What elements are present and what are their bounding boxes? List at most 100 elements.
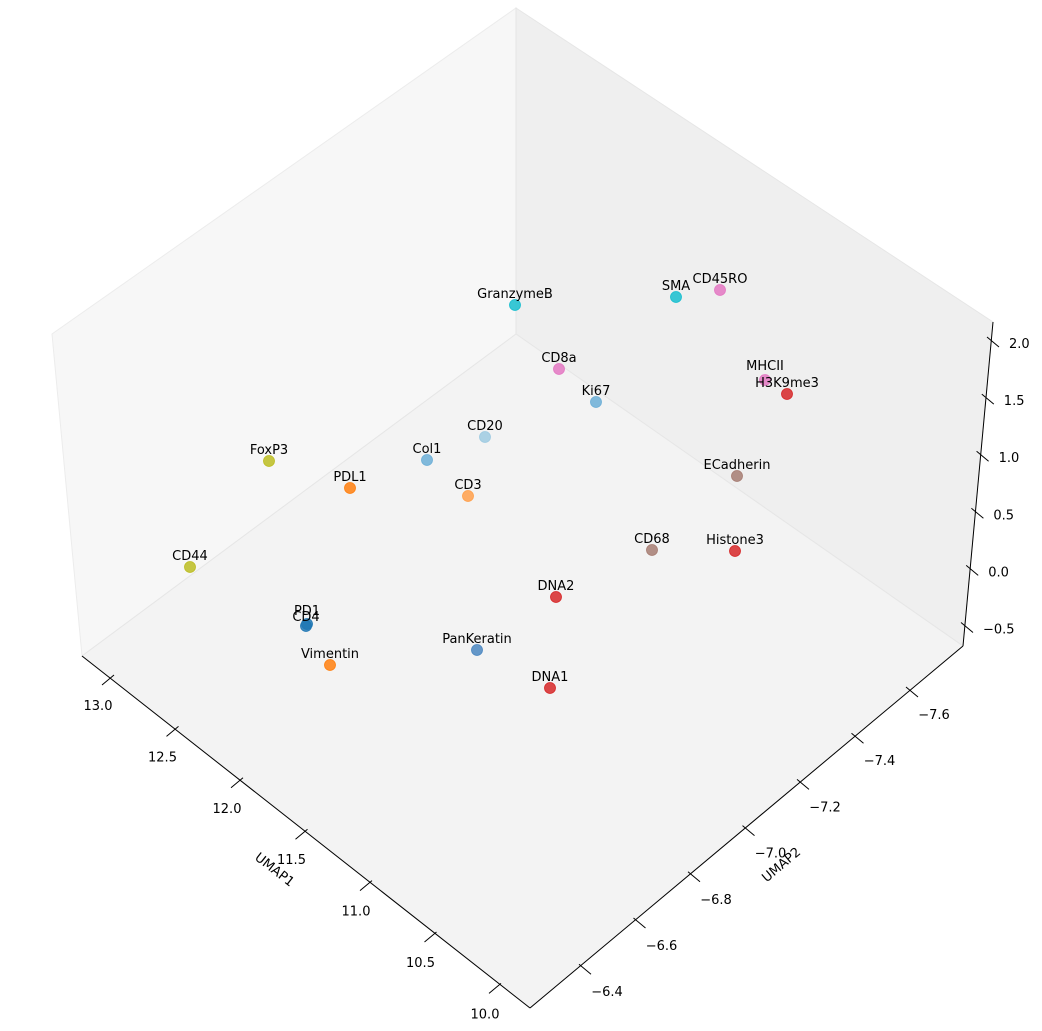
y-tick-mark [796,779,810,790]
point-label: CD3 [454,478,481,493]
z-tick-mark [981,393,995,405]
point-sma: SMA [662,279,690,303]
point-cd8a: CD8a [541,351,577,375]
scatter-points: GranzymeB SMA CD45RO CD8a MHCII H3K9me3 Ki67 CD… [172,272,819,694]
point-marker [590,396,602,408]
point-vimentin: Vimentin [301,647,359,671]
point-marker [184,561,196,573]
point-label: GranzymeB [477,287,553,302]
point-histone3: Histone3 [706,533,764,557]
y-tick-mark [578,963,592,975]
point-label: H3K9me3 [755,376,819,391]
point-marker [344,482,356,494]
x-tick-label: 12.0 [213,802,242,817]
point-marker [479,431,491,443]
y-tick-label: −6.6 [646,939,678,954]
point-marker [670,291,682,303]
point-cd3: CD3 [454,478,482,502]
point-label: CD20 [467,419,503,434]
point-ecadherin: ECadherin [704,458,771,482]
z-tick-label: 0.0 [988,565,1009,580]
z-tick-mark [960,622,974,633]
z-tick-label: 2.0 [1009,337,1030,352]
z-tick-label: 0.5 [993,508,1014,523]
y-tick-label: −6.8 [700,893,732,908]
point-cd20: CD20 [467,419,503,443]
point-label: Histone3 [706,533,764,548]
point-label: SMA [662,279,690,294]
y-tick-mark [905,686,919,698]
y-tick-label: −7.2 [809,800,841,815]
point-label: CD44 [172,549,208,564]
point-label: MHCII [746,359,784,374]
point-marker [553,363,565,375]
z-tick-mark [976,450,989,462]
y-tick-label: −7.0 [755,847,787,862]
point-marker [421,454,433,466]
y-tick-label: −7.6 [918,708,950,723]
y-tick-mark [742,825,755,836]
point-label: CD68 [634,532,670,547]
y-tick-mark [687,871,701,883]
y-tick-label: −6.4 [591,985,623,1000]
x-tick-label: 11.5 [277,853,306,868]
point-mhcii: MHCII [746,359,784,386]
point-label: CD8a [541,351,576,366]
y-axis-line [529,645,964,1009]
z-tick-mark [986,336,1000,348]
y-tick-label: −7.4 [864,754,896,769]
point-label: Ki67 [582,384,611,399]
x-tick-mark [359,880,373,891]
point-marker [263,455,275,467]
y-ticks: −7.6 −7.4 −7.2 −7.0 −6.8 −6.6 −6.4 [578,686,950,1000]
point-label: CD45RO [693,272,748,287]
point-label: Vimentin [301,647,359,662]
point-ki67: Ki67 [582,384,611,408]
point-dna2: DNA2 [538,579,575,603]
point-cd44: CD44 [172,549,208,573]
point-marker [324,659,336,671]
point-marker [544,682,556,694]
point-marker [759,374,771,386]
z-tick-mark [971,507,984,519]
point-marker [509,299,521,311]
point-cd68: CD68 [634,532,670,556]
x-tick-mark [230,777,244,789]
point-marker [714,284,726,296]
point-marker [300,620,312,632]
point-label: ECadherin [704,458,771,473]
x-tick-label: 13.0 [84,699,113,714]
point-h3k9me3: H3K9me3 [755,376,819,400]
point-label: PanKeratin [442,632,512,647]
point-label: DNA2 [538,579,575,594]
z-axis-line [962,321,994,647]
point-pdl1: PDL1 [333,470,367,494]
x-tick-mark [166,726,179,737]
z-tick-label: −0.5 [983,623,1015,638]
point-col1: Col1 [413,442,442,466]
point-label: PD1 [294,604,320,619]
point-marker [646,544,658,556]
point-granzymeb: GranzymeB [477,287,553,311]
point-pankeratin: PanKeratin [442,632,512,656]
z-tick-mark [965,565,979,576]
y-tick-mark [851,732,864,744]
z-tick-label: 1.0 [999,451,1020,466]
point-cd45ro: CD45RO [693,272,748,296]
point-cd4: CD4 [292,610,320,632]
x-tick-label: 10.5 [406,956,435,971]
point-label: DNA1 [532,670,569,685]
x-tick-label: 10.0 [471,1007,500,1022]
x-tick-mark [424,931,437,943]
x-axis-line [81,655,531,1009]
point-label: Col1 [413,442,442,457]
z-ticks: 2.0 1.5 1.0 0.5 0.0 −0.5 [960,336,1030,638]
point-marker [550,591,562,603]
x-tick-label: 12.5 [148,750,177,765]
point-foxp3: FoxP3 [250,443,288,467]
x-tick-mark [488,983,502,994]
point-label: PDL1 [333,470,366,485]
y-tick-mark [633,917,646,929]
